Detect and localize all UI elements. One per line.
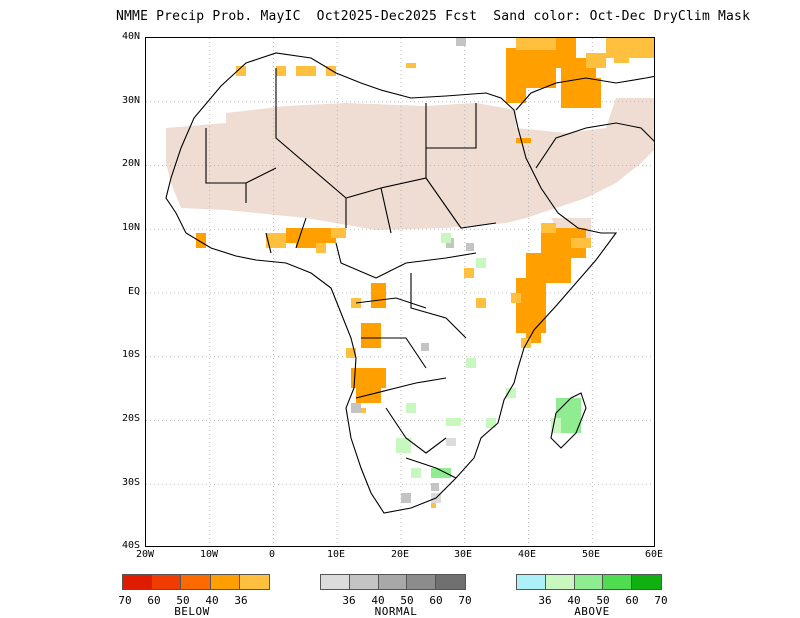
- lon-label: 30E: [453, 549, 473, 560]
- below-legend-value: 40: [205, 594, 219, 607]
- below-swatch: [210, 575, 240, 589]
- normal-swatch: [436, 575, 465, 589]
- africa-precip-map: [146, 38, 654, 546]
- below-legend-value: 36: [234, 594, 248, 607]
- normal-legend-value: 50: [400, 594, 414, 607]
- below-swatch: [239, 575, 269, 589]
- above-swatch: [517, 575, 546, 589]
- below-legend-title: BELOW: [174, 605, 210, 618]
- normal-swatch: [407, 575, 437, 589]
- lat-label: 30S: [121, 477, 140, 488]
- above-swatch: [574, 575, 604, 589]
- lat-label: 20N: [121, 158, 140, 169]
- lat-label: 40S: [121, 540, 140, 551]
- lat-label: 10S: [121, 349, 140, 360]
- below-legend-value: 70: [118, 594, 132, 607]
- lat-label: 10N: [121, 222, 140, 233]
- lon-label: 0: [268, 549, 276, 560]
- lon-label: 60E: [644, 549, 664, 560]
- normal-legend-title: NORMAL: [374, 605, 418, 618]
- normal-legend-bar: [320, 574, 466, 590]
- normal-swatch: [321, 575, 350, 589]
- lat-label: 40N: [121, 31, 140, 42]
- below-swatch: [152, 575, 182, 589]
- normal-swatch: [349, 575, 379, 589]
- map-title: NMME Precip Prob. MayIC Oct2025-Dec2025 …: [116, 9, 751, 24]
- above-legend-value: 50: [596, 594, 610, 607]
- above-legend-value: 40: [567, 594, 581, 607]
- below-legend-value: 60: [147, 594, 161, 607]
- above-swatch: [545, 575, 575, 589]
- coastlines-and-borders: [165, 52, 654, 514]
- below-normal-cells: [196, 38, 654, 508]
- dry-climatology-mask: [166, 98, 654, 243]
- above-legend-bar: [516, 574, 662, 590]
- lat-label: EQ: [127, 286, 140, 297]
- near-normal-cells: [351, 38, 474, 503]
- lon-label: 40E: [517, 549, 537, 560]
- lon-label: 20W: [135, 549, 155, 560]
- above-normal-cells: [396, 233, 581, 478]
- normal-swatch: [378, 575, 408, 589]
- above-swatch: [603, 575, 633, 589]
- above-legend-value: 36: [538, 594, 552, 607]
- normal-legend-value: 36: [342, 594, 356, 607]
- lon-label: 20E: [390, 549, 410, 560]
- below-legend-value: 50: [176, 594, 190, 607]
- above-legend-title: ABOVE: [574, 605, 610, 618]
- normal-legend-value: 60: [429, 594, 443, 607]
- lat-label: 20S: [121, 413, 140, 424]
- above-legend-value: 60: [625, 594, 639, 607]
- normal-legend-value: 70: [458, 594, 472, 607]
- lon-label: 10E: [326, 549, 346, 560]
- below-legend-bar: [122, 574, 270, 590]
- below-swatch: [181, 575, 211, 589]
- lon-label: 10W: [199, 549, 219, 560]
- below-swatch: [123, 575, 153, 589]
- map-frame: [145, 37, 655, 547]
- above-legend-value: 70: [654, 594, 668, 607]
- lat-label: 30N: [121, 95, 140, 106]
- normal-legend-value: 40: [371, 594, 385, 607]
- above-swatch: [632, 575, 661, 589]
- lon-label: 50E: [581, 549, 601, 560]
